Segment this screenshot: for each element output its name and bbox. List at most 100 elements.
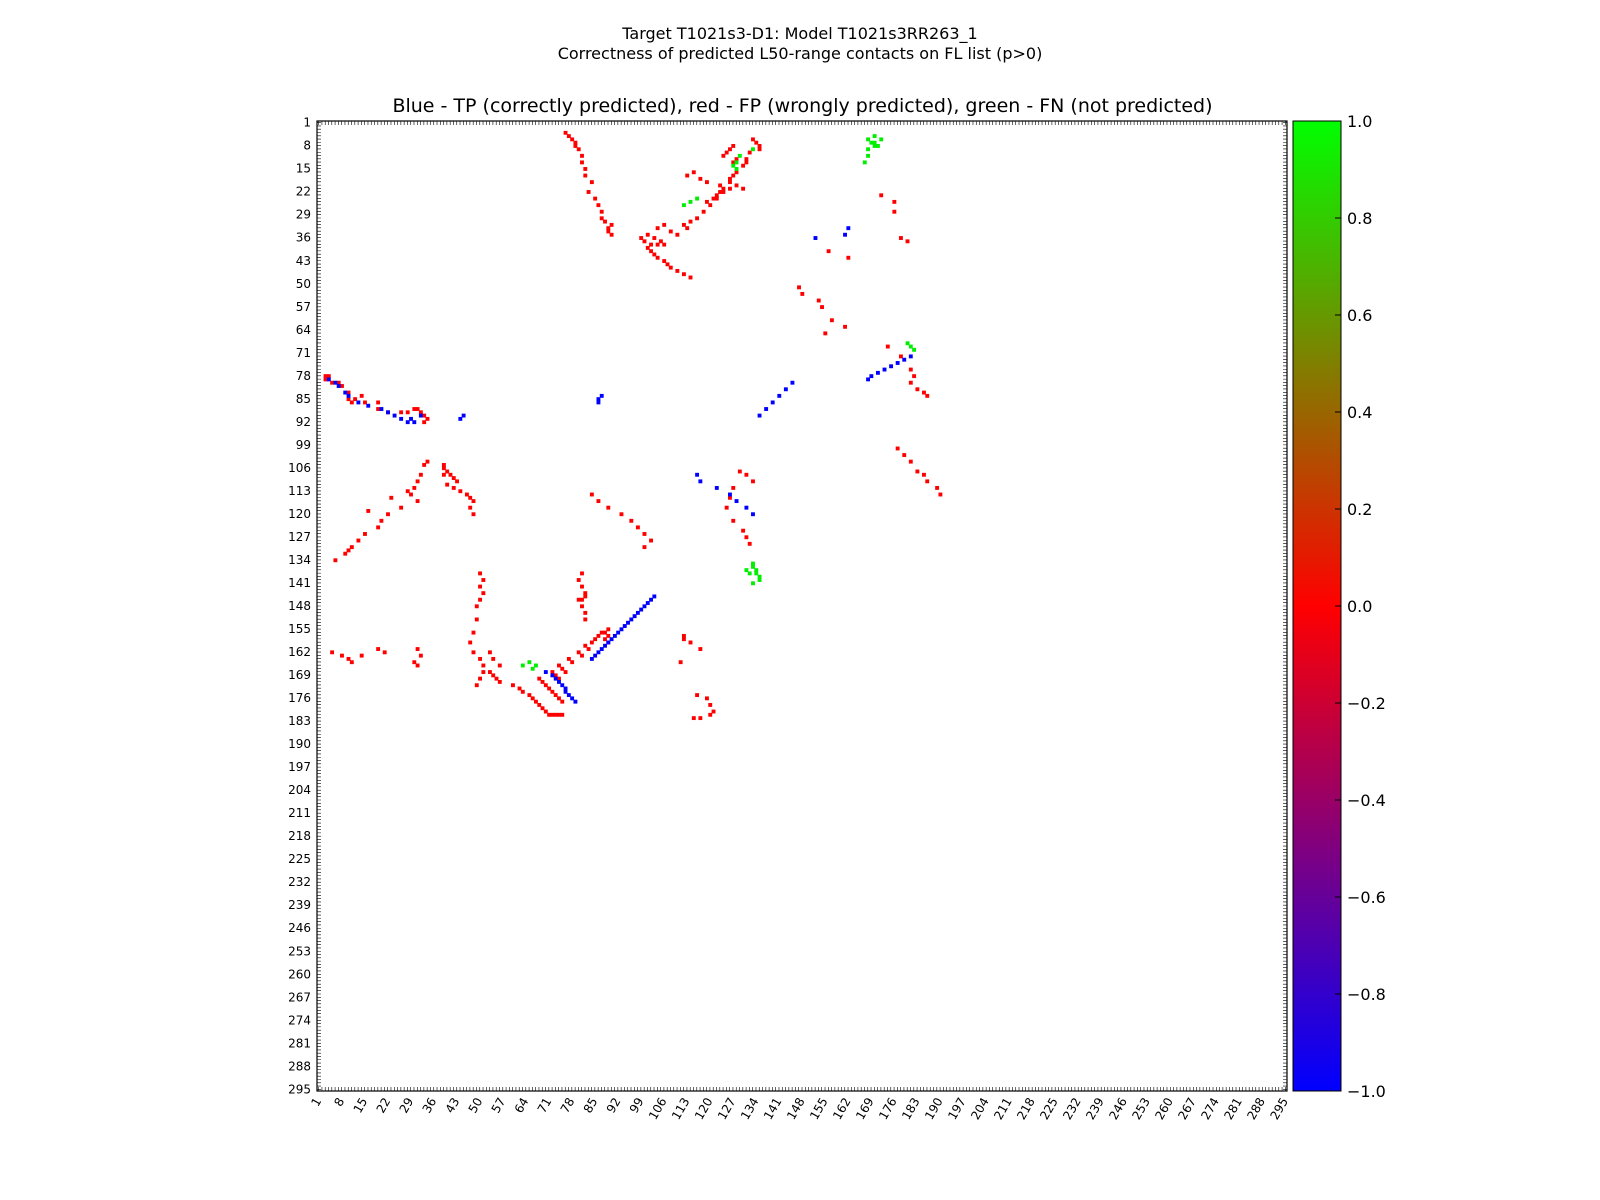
- contact-cell-fp: [908, 380, 913, 385]
- x-tick-label: 288: [1244, 1095, 1268, 1122]
- colorbar-tick-label: 1.0: [1347, 112, 1372, 131]
- contact-cell-fp: [336, 380, 341, 385]
- contact-cell-fp: [892, 199, 897, 204]
- contact-cell-fp: [586, 647, 591, 651]
- contact-cell-fp: [649, 538, 653, 543]
- x-tick-label: 204: [968, 1095, 992, 1122]
- y-tick-label: 190: [288, 737, 311, 751]
- contact-cell-fp: [547, 712, 552, 717]
- y-tick-label: 36: [296, 231, 311, 245]
- contact-cell-fp: [399, 410, 404, 415]
- y-tick-label: 85: [296, 392, 311, 406]
- contact-cell-fp: [359, 393, 364, 398]
- contact-cell-fp: [422, 420, 427, 425]
- contact-cell-tp: [846, 226, 851, 231]
- contact-cell-fp: [573, 140, 578, 145]
- y-tick-label: 183: [288, 714, 311, 728]
- contact-cell-fp: [695, 216, 700, 221]
- contact-cell-fp: [728, 495, 732, 500]
- contact-cell-fp: [376, 647, 381, 651]
- contact-cell-tp: [386, 410, 390, 415]
- contact-cell-fp: [576, 650, 581, 655]
- contact-cell-fp: [379, 518, 384, 523]
- contact-cell-fp: [540, 679, 545, 684]
- colorbar-tick-label: −0.4: [1347, 791, 1386, 810]
- contact-cell-fp: [606, 633, 611, 638]
- y-tick-label: 99: [296, 438, 311, 452]
- contact-cell-tp: [757, 413, 762, 418]
- x-tick-label: 36: [420, 1095, 440, 1115]
- contact-cell-tp: [889, 364, 894, 369]
- contact-cell-fp: [908, 367, 913, 372]
- colorbar-tick-label: 0.6: [1347, 306, 1372, 325]
- contact-cell-fp: [412, 485, 417, 490]
- contact-cell-fp: [494, 676, 499, 681]
- contact-cell-fp: [346, 390, 351, 395]
- contact-cell-fp: [711, 709, 716, 714]
- contact-cell-fp: [744, 472, 749, 477]
- x-tick-label: 29: [397, 1095, 417, 1115]
- contact-cell-fp: [553, 673, 558, 678]
- contact-cell-fp: [586, 190, 591, 194]
- contact-cell-fp: [606, 229, 611, 234]
- contact-cell-fp: [885, 344, 890, 349]
- contact-cell-fp: [363, 400, 367, 405]
- contact-cell-tp: [612, 633, 617, 638]
- contact-cell-fp: [349, 660, 354, 665]
- y-tick-label: 274: [288, 1013, 311, 1027]
- contact-cell-fp: [481, 663, 486, 668]
- contact-cell-fn: [866, 147, 871, 152]
- contact-cell-fp: [474, 683, 479, 688]
- contact-cell-fp: [603, 637, 607, 642]
- contact-cell-fp: [537, 703, 542, 707]
- contact-cell-fp: [346, 656, 351, 661]
- contact-cell-fp: [478, 584, 483, 589]
- contact-cell-fp: [728, 180, 732, 185]
- contact-cell-tp: [695, 472, 700, 477]
- contact-cell-fp: [691, 716, 696, 721]
- x-tick-label: 141: [761, 1095, 785, 1122]
- contact-cell-fp: [606, 226, 611, 231]
- contact-cell-fp: [655, 255, 660, 260]
- contact-cell-fp: [487, 670, 492, 675]
- contact-cell-tp: [543, 670, 548, 675]
- contact-cell-fp: [724, 150, 729, 155]
- contact-cell-fp: [593, 637, 598, 642]
- contact-cell-fp: [415, 407, 420, 411]
- contact-cell-tp: [902, 357, 907, 362]
- contact-cell-fn: [751, 147, 755, 152]
- contact-cell-fp: [478, 597, 483, 602]
- contact-cell-fp: [639, 236, 644, 240]
- contact-cell-tp: [744, 505, 749, 510]
- contact-cell-fn: [734, 160, 739, 165]
- contact-cell-fp: [688, 275, 693, 280]
- contact-cell-fp: [580, 584, 584, 589]
- contact-cell-fp: [550, 712, 555, 717]
- contact-cell-fp: [635, 525, 640, 530]
- contact-cell-fp: [481, 670, 486, 675]
- contact-cell-fp: [481, 591, 486, 596]
- y-tick-label: 232: [288, 875, 311, 889]
- y-tick-label: 176: [288, 691, 311, 705]
- y-tick-label: 267: [288, 990, 311, 1004]
- contact-cell-tp: [593, 653, 598, 658]
- contact-cell-fp: [816, 298, 821, 303]
- contact-cell-fp: [409, 492, 413, 497]
- contact-cell-tp: [356, 400, 361, 405]
- colorbar-tick-label: −0.8: [1347, 985, 1386, 1004]
- contact-cell-fp: [425, 416, 430, 421]
- contact-cell-tp: [333, 380, 338, 385]
- contact-cell-fp: [478, 656, 483, 661]
- contact-cell-tp: [412, 420, 417, 425]
- contact-cell-fp: [744, 160, 749, 165]
- contact-cell-fp: [728, 186, 732, 191]
- contact-cell-fp: [382, 650, 387, 655]
- contact-cell-fp: [685, 226, 690, 231]
- contact-cell-fp: [668, 265, 673, 270]
- contact-cell-fp: [570, 660, 575, 665]
- contact-cell-fp: [422, 413, 427, 418]
- contact-cell-fp: [478, 571, 483, 576]
- colorbar-tick-label: 0.0: [1347, 597, 1372, 616]
- contact-cell-tp: [409, 416, 413, 421]
- y-tick-label: 106: [288, 461, 311, 475]
